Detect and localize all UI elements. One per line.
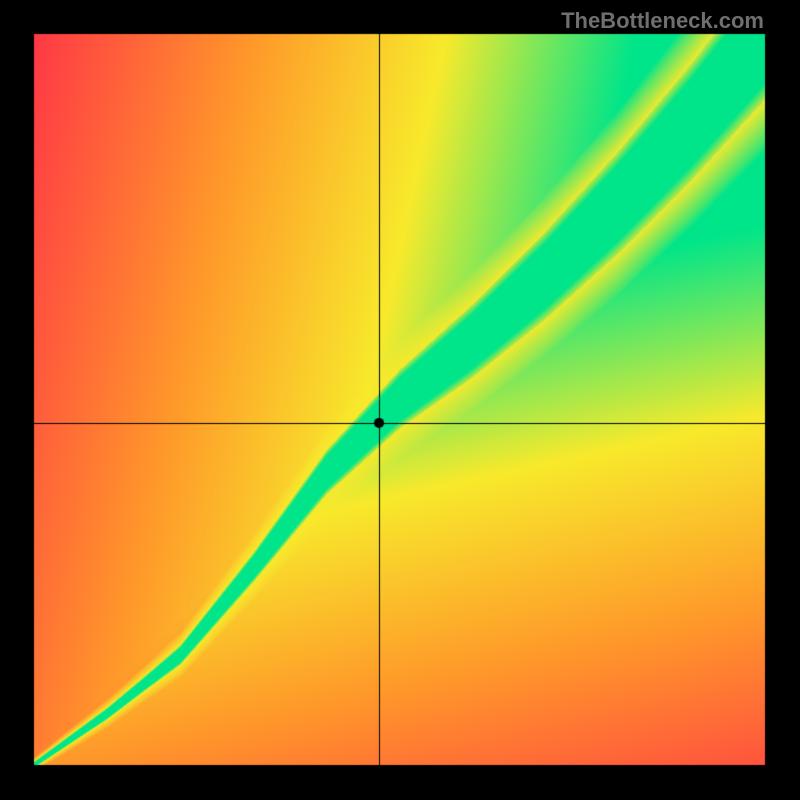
heatmap-canvas bbox=[0, 0, 800, 800]
chart-container: TheBottleneck.com bbox=[0, 0, 800, 800]
watermark-label: TheBottleneck.com bbox=[561, 8, 764, 34]
